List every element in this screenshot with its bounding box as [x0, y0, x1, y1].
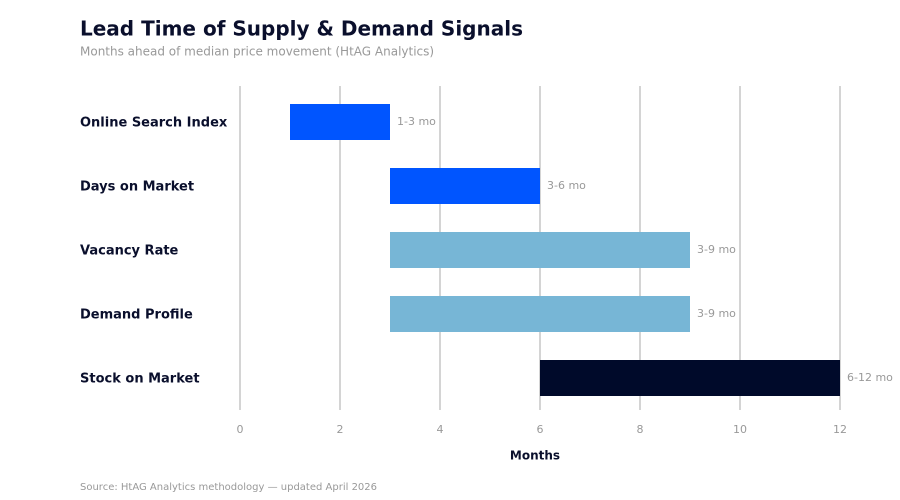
- bar: [390, 232, 690, 268]
- source-note: Source: HtAG Analytics methodology — upd…: [80, 482, 377, 493]
- x-axis-label: Months: [510, 449, 560, 463]
- x-tick-label: 12: [833, 423, 847, 436]
- value-label: 3-9 mo: [697, 307, 736, 320]
- category-label: Online Search Index: [80, 116, 228, 131]
- category-label: Stock on Market: [80, 372, 200, 387]
- x-tick-label: 2: [337, 423, 344, 436]
- x-tick-label: 6: [537, 423, 544, 436]
- x-tick-label: 10: [733, 423, 747, 436]
- chart-subtitle: Months ahead of median price movement (H…: [80, 45, 434, 59]
- bar: [390, 168, 540, 204]
- value-label: 3-9 mo: [697, 243, 736, 256]
- bar: [540, 360, 840, 396]
- value-label: 3-6 mo: [547, 179, 586, 192]
- x-tick-label: 4: [437, 423, 444, 436]
- bar: [390, 296, 690, 332]
- x-tick-label: 8: [637, 423, 644, 436]
- value-label: 6-12 mo: [847, 371, 893, 384]
- category-label: Days on Market: [80, 180, 194, 195]
- bar: [290, 104, 390, 140]
- category-label: Vacancy Rate: [80, 244, 179, 259]
- value-label: 1-3 mo: [397, 115, 436, 128]
- chart-title: Lead Time of Supply & Demand Signals: [80, 17, 523, 41]
- x-tick-label: 0: [237, 423, 244, 436]
- category-label: Demand Profile: [80, 308, 193, 323]
